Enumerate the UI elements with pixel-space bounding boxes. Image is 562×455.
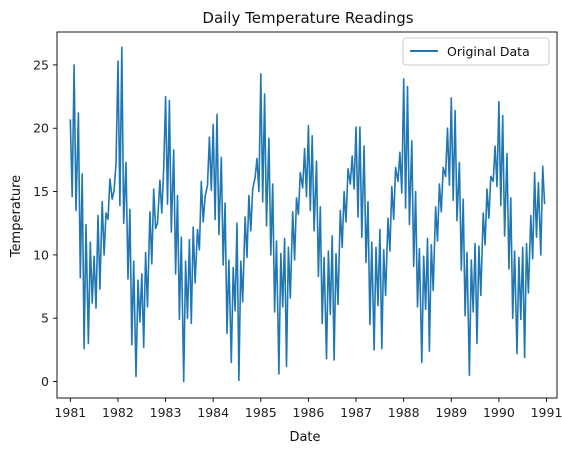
plot-frame <box>56 31 558 399</box>
series-line-0 <box>69 46 546 383</box>
plot-area <box>57 32 557 398</box>
x-tick-label: 1985 <box>245 405 277 420</box>
y-tick-label: 20 <box>33 121 49 136</box>
y-tick-label: 10 <box>33 247 49 262</box>
y-tick-label: 0 <box>41 374 49 389</box>
y-tick-label: 15 <box>33 184 49 199</box>
y-axis-label: Temperature <box>9 175 24 258</box>
series-layer <box>69 46 546 383</box>
y-axis: 0 5 10 15 20 25 <box>33 57 57 389</box>
y-tick-label: 25 <box>33 57 49 72</box>
x-tick-label: 1982 <box>102 405 134 420</box>
y-tick-label: 5 <box>41 311 49 326</box>
x-tick-label: 1989 <box>435 405 467 420</box>
x-tick-label: 1990 <box>483 405 515 420</box>
chart-title: Daily Temperature Readings <box>202 9 413 27</box>
x-tick-label: 1983 <box>150 405 182 420</box>
x-axis-label: Date <box>289 430 320 445</box>
x-tick-label: 1988 <box>388 405 420 420</box>
legend: Original Data <box>402 37 550 66</box>
x-axis: 1981 1982 1983 1984 1985 1986 1987 1988 1989 1990… <box>54 398 562 420</box>
x-tick-label: 1987 <box>340 405 372 420</box>
x-tick-label: 1984 <box>197 405 229 420</box>
x-tick-label: 1991 <box>531 405 562 420</box>
x-tick-label: 1986 <box>293 405 325 420</box>
x-tick-label: 1981 <box>54 405 86 420</box>
legend-box <box>402 37 550 66</box>
legend-label: Original Data <box>447 44 530 59</box>
